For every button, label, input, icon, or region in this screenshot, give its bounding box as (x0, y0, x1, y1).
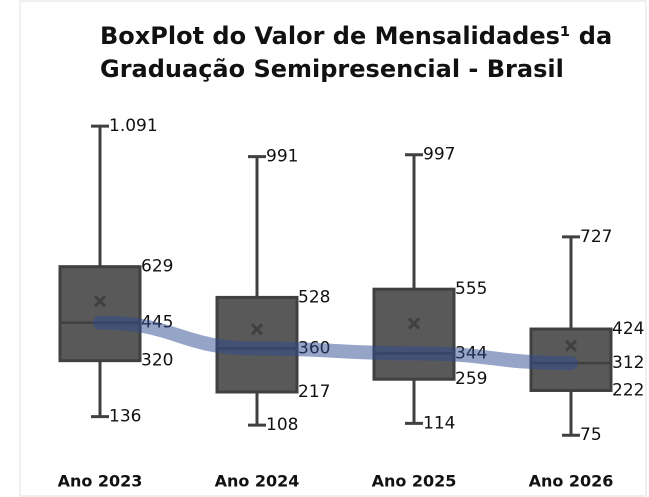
value-label: 320 (141, 351, 173, 371)
value-label: 312 (612, 353, 644, 373)
value-label: 1.091 (109, 116, 158, 136)
chart-title: Graduação Semipresencial - Brasil (100, 55, 564, 83)
value-label: 424 (612, 319, 644, 339)
x-tick-label: Ano 2026 (529, 472, 614, 491)
mean-marker (250, 323, 264, 336)
median-trend (93, 315, 578, 371)
value-label: 108 (266, 415, 298, 435)
value-label: 629 (141, 257, 173, 277)
chart-title: BoxPlot do Valor de Mensalidades¹ da (100, 22, 612, 50)
value-label: 528 (298, 287, 330, 307)
value-label: 727 (580, 227, 612, 247)
x-tick-label: Ano 2023 (58, 472, 143, 491)
x-tick-label: Ano 2025 (372, 472, 457, 491)
value-label: 555 (455, 279, 487, 299)
mean-marker (407, 317, 421, 330)
value-label: 136 (109, 407, 141, 427)
value-label: 991 (266, 147, 298, 167)
box (372, 287, 456, 381)
value-label: 75 (580, 425, 602, 445)
value-label: 114 (423, 413, 455, 433)
value-label: 217 (298, 382, 330, 402)
x-tick-label: Ano 2024 (215, 472, 300, 491)
value-label: 259 (455, 369, 487, 389)
mean-marker (93, 295, 107, 308)
box (58, 265, 142, 363)
value-label: 222 (612, 380, 644, 400)
mean-marker (564, 339, 578, 352)
chart-frame (19, 0, 647, 497)
value-label: 997 (423, 145, 455, 165)
